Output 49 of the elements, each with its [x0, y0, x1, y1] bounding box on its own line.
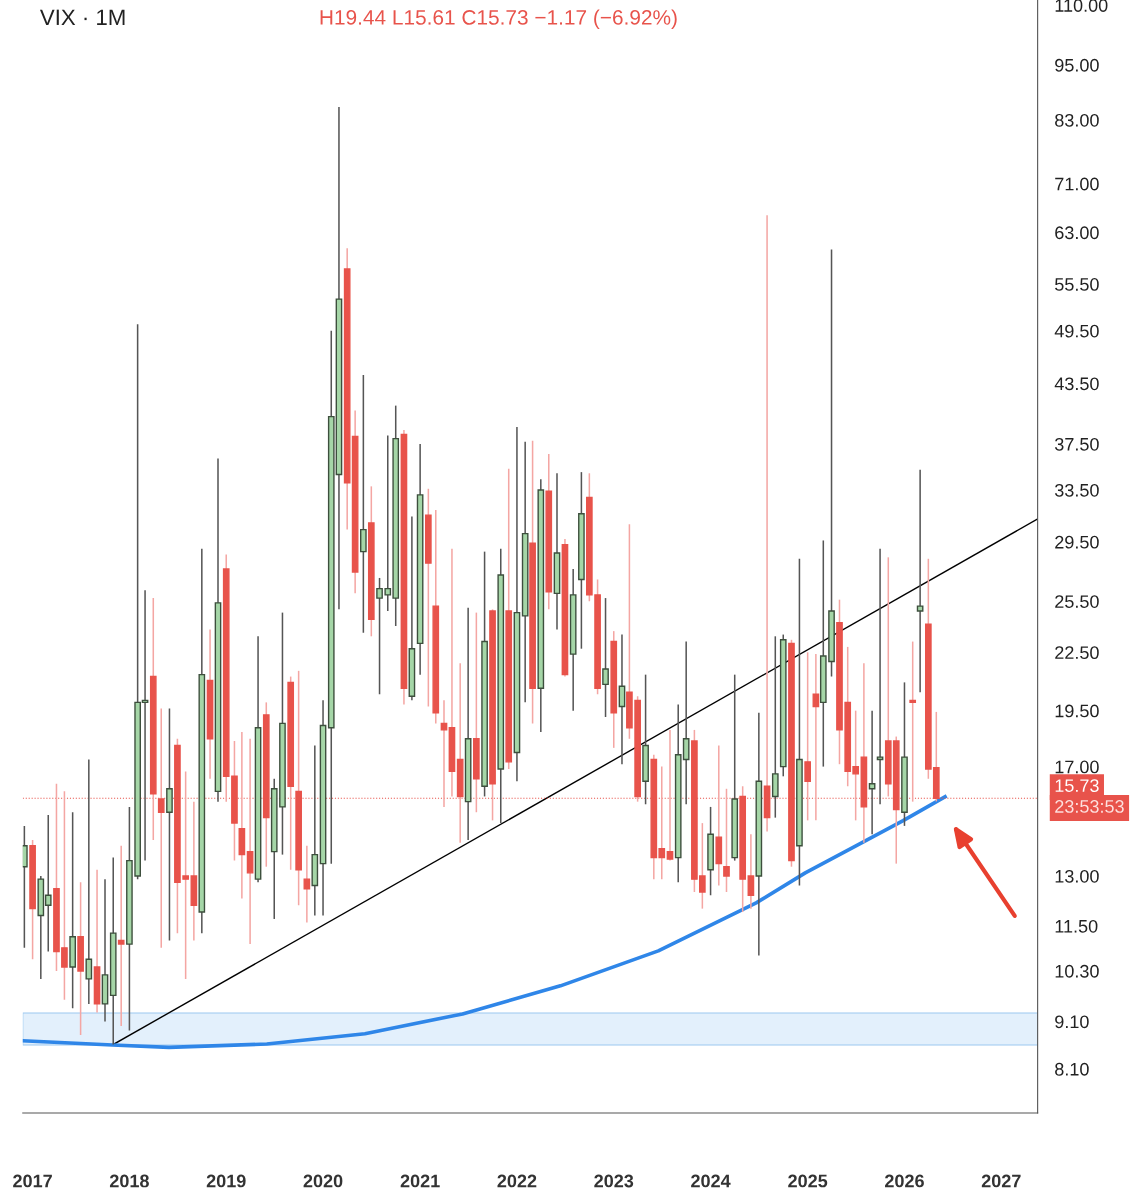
candlestick: [602, 597, 609, 718]
y-tick-label: 55.50: [1055, 278, 1099, 291]
y-tick-label: 49.50: [1054, 324, 1099, 338]
candlestick: [916, 469, 924, 694]
candlestick: [747, 833, 755, 910]
x-tick-label: 2022: [497, 1174, 537, 1188]
y-tick-label: 95.00: [1055, 58, 1099, 72]
candlestick: [166, 707, 173, 942]
x-tick-label: 2020: [303, 1174, 343, 1188]
x-tick-label: 2023: [594, 1174, 634, 1188]
candlestick: [360, 374, 367, 634]
y-tick-label: 43.50: [1054, 377, 1099, 391]
y-tick-label: 25.50: [1055, 595, 1099, 608]
text: 23:53:53: [1055, 800, 1124, 813]
candlestick: [22, 825, 28, 949]
candlestick: [876, 548, 884, 806]
annotation: H19.44 L15.61 C15.73 −1.17 (−6.92%): [320, 9, 677, 29]
x-tick-label: 2018: [109, 1174, 149, 1188]
x-tick-label: 2017: [13, 1174, 52, 1188]
candlestick: [723, 788, 730, 893]
y-tick-label: 110.00: [1055, 0, 1108, 12]
y-tick-label: 83.00: [1055, 113, 1099, 127]
y-tick-label: 17.00: [1055, 760, 1099, 774]
y-tick-label: 13.00: [1055, 869, 1099, 883]
candlestick: [440, 699, 448, 808]
y-tick-label: 9.10: [1055, 1015, 1089, 1029]
y-tick-label: 19.50: [1055, 704, 1099, 718]
chart-title: VIX · 1M: [39, 9, 125, 25]
y-tick-label: 71.00: [1055, 177, 1099, 191]
line-series: [22, 794, 947, 1050]
y-tick-label: 11.50: [1055, 919, 1098, 933]
y-tick-label: 10.30: [1055, 964, 1099, 978]
y-tick-label: 63.00: [1055, 226, 1099, 240]
candlestick: [85, 758, 93, 1005]
x-tick-label: 2026: [885, 1174, 924, 1188]
candlestick: [771, 635, 779, 819]
y-tick-label: 22.50: [1055, 646, 1099, 660]
x-tick-label: 2019: [206, 1174, 246, 1188]
ref-line-label: 15.73: [1055, 779, 1099, 792]
y-tick-label: 33.50: [1054, 483, 1099, 497]
candlestick: [303, 845, 311, 924]
x-tick-label: 2021: [400, 1174, 440, 1188]
candlestick: [117, 845, 125, 1027]
y-tick-label: 8.10: [1055, 1062, 1089, 1076]
x-tick-label: 2024: [691, 1174, 731, 1188]
y-tick-label: 37.50: [1054, 437, 1099, 451]
x-tick-label: 2025: [788, 1174, 828, 1188]
x-tick-label: 2027: [981, 1174, 1021, 1188]
y-tick-label: 29.50: [1055, 535, 1099, 549]
